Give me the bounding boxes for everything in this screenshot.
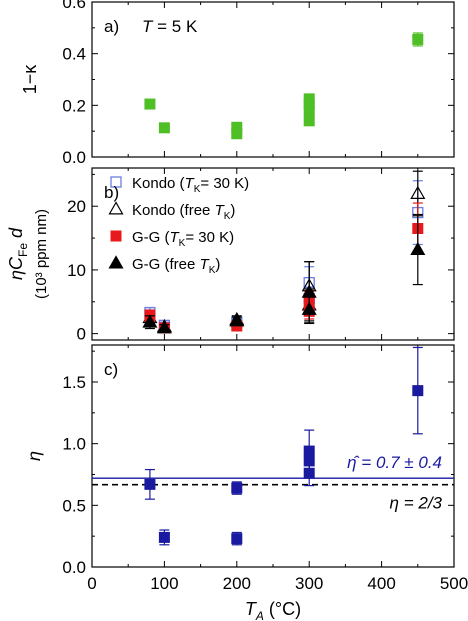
data-point — [410, 185, 426, 199]
legend-sub: K — [209, 265, 216, 276]
legend-entry: G-G (free TK) — [132, 256, 220, 276]
y-axis-label-end: d — [6, 227, 26, 243]
data-point — [142, 314, 158, 328]
panel-label: c) — [104, 360, 118, 379]
legend-tail: ) — [230, 202, 235, 219]
mean-line-label: η̂ = 0.7 ± 0.4 — [347, 453, 442, 472]
data-point — [412, 33, 424, 45]
x-tick-label: 100 — [150, 574, 178, 593]
legend-marker — [110, 230, 122, 242]
legend-tail: = 30 K) — [200, 175, 249, 192]
data-point — [144, 98, 156, 110]
legend-tail: ) — [215, 256, 220, 273]
y-tick-label: 0.5 — [62, 496, 86, 515]
annotation-symbol: T — [142, 17, 154, 36]
y-tick-label: 0 — [77, 325, 86, 344]
legend-entry: G-G (TK= 30 K) — [132, 229, 234, 249]
legend-symbol: T — [185, 175, 196, 192]
annotation-text: = 5 K — [152, 17, 198, 36]
data-point — [231, 533, 243, 545]
legend-marker — [108, 255, 124, 269]
data-point — [229, 313, 245, 327]
series-1 — [142, 170, 426, 333]
series-0 — [144, 346, 424, 546]
legend-symbol: T — [215, 202, 226, 219]
data-point — [303, 105, 315, 116]
y-tick-label: 0.0 — [62, 558, 86, 577]
data-point — [231, 482, 243, 494]
legend-sub: K — [224, 211, 231, 222]
panel-a — [91, 1, 455, 158]
panel-c — [91, 344, 455, 568]
legend-label: G-G ( — [132, 229, 170, 246]
data-point — [156, 320, 172, 334]
legend-sub: K — [179, 238, 186, 249]
data-point — [144, 478, 156, 490]
data-point — [303, 115, 315, 127]
legend-entry: Kondo (TK= 30 K) — [132, 175, 249, 195]
legend-label: G-G (free — [132, 256, 200, 273]
panel-b: Kondo (TK= 30 K)Kondo (free TK)G-G (TK= … — [91, 167, 455, 341]
data-point — [301, 301, 317, 315]
legend-tail: = 30 K) — [185, 229, 234, 246]
x-axis-label-main: T — [245, 599, 258, 619]
y-tick-label: 20 — [67, 197, 86, 216]
data-point — [412, 385, 424, 397]
x-tick-label: 200 — [223, 574, 251, 593]
annotation: T = 5 K — [142, 17, 198, 36]
legend-label: Kondo ( — [132, 175, 185, 192]
x-tick-label: 400 — [367, 574, 395, 593]
x-axis-label-unit: (°C) — [264, 599, 301, 619]
panel-label: b) — [104, 183, 119, 202]
legend-sub: K — [194, 184, 201, 195]
data-point — [231, 128, 243, 140]
x-tick-label: 300 — [295, 574, 323, 593]
y-axis-label: 1−κ — [20, 64, 40, 95]
y-tick-label: 1.0 — [62, 435, 86, 454]
x-axis-label: TA (°C) — [245, 599, 301, 621]
legend-entry: Kondo (free TK) — [132, 202, 235, 222]
legend-symbol: T — [170, 229, 181, 246]
legend-symbol: T — [200, 256, 211, 273]
x-tick-label: 0 — [87, 574, 96, 593]
y-tick-label: 0.2 — [62, 96, 86, 115]
y-axis-label: ηCFe d — [6, 227, 30, 280]
data-point — [410, 241, 426, 256]
y-axis-label-sub: Fe — [16, 243, 30, 257]
y-tick-label: 0.4 — [62, 45, 86, 64]
legend-label: Kondo (free — [132, 202, 215, 219]
x-tick-label: 500 — [440, 574, 468, 593]
y-tick-label: 0.0 — [62, 148, 86, 167]
panel-label: a) — [104, 17, 119, 36]
data-point — [303, 467, 315, 479]
y-tick-label: 0.6 — [62, 0, 86, 12]
legend: Kondo (TK= 30 K)Kondo (free TK)G-G (TK= … — [108, 175, 249, 276]
reference-line-label: η = 2/3 — [390, 494, 443, 513]
data-point — [158, 122, 170, 134]
y-axis-label: η — [24, 451, 44, 461]
y-axis-label-main: ηC — [6, 256, 26, 280]
y-axis-label-units: (10³ ppm nm) — [33, 209, 50, 299]
y-tick-label: 10 — [67, 261, 86, 280]
series-3 — [142, 213, 426, 334]
data-point — [158, 531, 170, 543]
legend-marker — [108, 201, 124, 215]
legend-marker — [110, 176, 122, 188]
y-tick-label: 1.5 — [62, 373, 86, 392]
x-axis-label-sub: A — [255, 609, 264, 621]
series-0 — [144, 32, 424, 140]
